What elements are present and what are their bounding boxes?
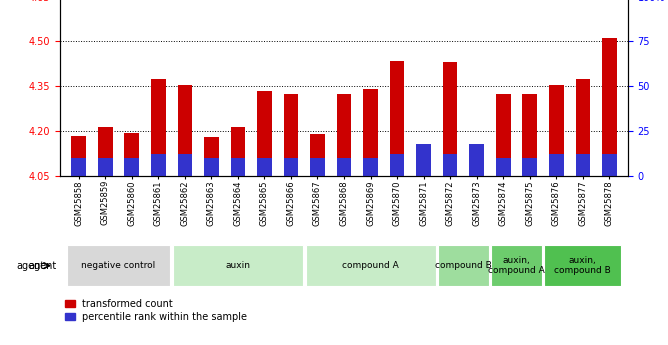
Text: auxin,
compound A: auxin, compound A	[488, 256, 545, 275]
Bar	[71, 136, 86, 176]
Text: compound A: compound A	[342, 261, 399, 270]
Bar	[443, 155, 458, 176]
Bar	[496, 158, 510, 176]
Bar	[337, 158, 351, 176]
Text: auxin: auxin	[225, 261, 250, 270]
Bar	[438, 245, 488, 286]
Bar	[549, 155, 564, 176]
Bar	[390, 155, 404, 176]
Bar	[98, 158, 112, 176]
Legend: transformed count, percentile rank within the sample: transformed count, percentile rank withi…	[65, 299, 247, 322]
Bar	[284, 94, 298, 176]
Bar	[178, 85, 192, 176]
Bar	[151, 79, 166, 176]
Bar	[305, 245, 436, 286]
Bar	[257, 158, 272, 176]
Bar	[257, 91, 272, 176]
Bar	[470, 157, 484, 176]
Bar	[549, 85, 564, 176]
Bar	[602, 155, 617, 176]
Bar	[470, 144, 484, 176]
Bar	[576, 155, 590, 176]
Bar	[124, 158, 139, 176]
Text: auxin,
compound B: auxin, compound B	[554, 256, 611, 275]
Bar	[522, 158, 537, 176]
Bar	[124, 132, 139, 176]
Text: negative control: negative control	[81, 261, 156, 270]
Bar	[178, 155, 192, 176]
Bar	[173, 245, 303, 286]
Bar	[98, 127, 112, 176]
Bar	[337, 94, 351, 176]
Bar	[390, 61, 404, 176]
Bar	[522, 94, 537, 176]
Bar	[416, 144, 431, 176]
Bar	[204, 137, 218, 176]
Bar	[204, 158, 218, 176]
Text: agent: agent	[16, 261, 44, 270]
Bar	[67, 245, 170, 286]
Text: agent: agent	[29, 261, 57, 270]
Bar	[363, 89, 378, 176]
Bar	[602, 38, 617, 176]
Bar	[230, 127, 245, 176]
Bar	[151, 155, 166, 176]
Bar	[443, 62, 458, 176]
Bar	[310, 134, 325, 176]
Bar	[71, 158, 86, 176]
Bar	[491, 245, 542, 286]
Bar	[496, 94, 510, 176]
Bar	[363, 158, 378, 176]
Bar	[416, 154, 431, 176]
Bar	[310, 158, 325, 176]
Bar	[544, 245, 621, 286]
Text: compound B: compound B	[435, 261, 492, 270]
Bar	[284, 158, 298, 176]
Bar	[230, 158, 245, 176]
Bar	[576, 79, 590, 176]
